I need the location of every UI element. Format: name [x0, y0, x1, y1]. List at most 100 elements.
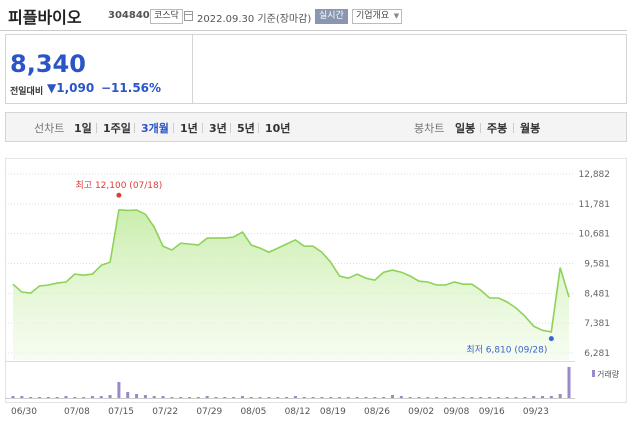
candle-tab[interactable]: 주봉	[487, 122, 508, 135]
tab-separator	[258, 123, 259, 133]
volume-bar	[126, 392, 130, 398]
volume-bar	[90, 396, 94, 398]
extreme-label: 최저 6,810 (09/28)	[466, 345, 547, 356]
volume-bar	[523, 397, 527, 398]
tab-separator	[480, 123, 481, 133]
divider	[0, 30, 627, 31]
volume-bar	[417, 397, 421, 398]
volume-bar	[46, 397, 50, 398]
volume-bar	[135, 394, 139, 398]
price-line	[12, 208, 570, 333]
x-tick-label: 09/16	[479, 407, 505, 417]
volume-bar	[82, 397, 86, 398]
tab-separator	[513, 123, 514, 133]
volume-bar	[532, 396, 536, 398]
line-chart-label: 선차트	[34, 122, 65, 135]
volume-bar	[108, 395, 112, 398]
volume-bar	[188, 397, 192, 398]
volume-bar	[408, 397, 412, 398]
x-tick-label: 08/19	[320, 407, 346, 417]
volume-bar	[214, 397, 218, 398]
company-button[interactable]: 기업개요 ▼	[352, 9, 403, 24]
volume-bar	[64, 396, 68, 398]
volume-bar	[479, 397, 483, 398]
volume-bar	[452, 397, 456, 398]
down-arrow: ▼	[47, 81, 57, 95]
y-tick-label: 12,882	[579, 170, 611, 180]
change: ▼1,090	[47, 81, 94, 95]
period-tab[interactable]: 1년	[180, 122, 198, 135]
change-label: 전일대비	[10, 87, 44, 97]
y-tick-label: 9,581	[584, 260, 610, 270]
tab-separator	[230, 123, 231, 133]
tab-separator	[173, 123, 174, 133]
extreme-dot	[548, 336, 554, 342]
volume-bar	[390, 395, 394, 398]
tab-separator	[202, 123, 203, 133]
volume-bar	[29, 397, 33, 398]
volume-bar	[143, 395, 147, 398]
volume-bar	[293, 396, 297, 398]
volume-bar	[488, 397, 492, 398]
volume-bar	[73, 397, 77, 398]
date: 2022.09.30 기준(장마감)	[197, 14, 312, 25]
realtime-button[interactable]: 실시간	[315, 9, 348, 24]
y-tick-label: 7,381	[584, 319, 610, 329]
price: 8,340	[10, 50, 86, 78]
volume-bar	[496, 397, 500, 398]
volume-bar	[223, 397, 227, 398]
volume-bar	[443, 397, 447, 398]
volume-bar	[382, 397, 386, 398]
stock-code: 304840	[108, 10, 150, 21]
volume-bar	[55, 397, 59, 398]
volume-bar	[276, 397, 280, 398]
volume-bar	[541, 396, 545, 398]
volume-bar	[20, 396, 24, 398]
extreme-label: 최고 12,100 (07/18)	[76, 180, 163, 191]
volume-bar	[205, 396, 209, 398]
candle-tab[interactable]: 월봉	[520, 122, 541, 135]
change-value: 1,090	[56, 81, 95, 95]
volume-bar	[364, 397, 368, 398]
volume-bar	[435, 397, 439, 398]
market-tag: 코스닥	[150, 9, 183, 24]
volume-bar	[461, 397, 465, 398]
volume-bar	[514, 397, 518, 398]
volume-bar	[152, 396, 156, 398]
volume-bar	[558, 394, 562, 398]
volume-bar	[117, 382, 121, 398]
x-tick-label: 07/29	[196, 407, 222, 417]
period-tab[interactable]: 3개월	[141, 122, 169, 135]
x-tick-label: 08/05	[240, 407, 266, 417]
x-tick-label: 08/26	[364, 407, 390, 417]
period-tab[interactable]: 1일	[74, 122, 92, 135]
extreme-dot	[116, 192, 122, 198]
stock-name: 피플바이오	[8, 8, 82, 27]
volume-bar	[567, 367, 571, 398]
dropdown-arrow: ▼	[393, 12, 400, 20]
volume-bar	[196, 397, 200, 398]
volume-bar	[240, 396, 244, 398]
x-tick-label: 08/12	[285, 407, 311, 417]
period-tab[interactable]: 3년	[209, 122, 227, 135]
volume-bar	[320, 397, 324, 398]
volume-bar	[302, 397, 306, 398]
x-tick-label: 09/08	[443, 407, 469, 417]
y-tick-label: 11,781	[579, 200, 611, 210]
area-fill	[13, 209, 569, 360]
period-tab[interactable]: 10년	[265, 122, 291, 135]
volume-bar	[346, 397, 350, 398]
volume-bar	[470, 397, 474, 398]
period-tab[interactable]: 1주일	[103, 122, 131, 135]
quote-divider	[192, 34, 193, 104]
y-tick-label: 6,281	[584, 349, 610, 359]
period-tab[interactable]: 5년	[237, 122, 255, 135]
candle-tab[interactable]: 일봉	[455, 122, 476, 135]
x-tick-label: 09/02	[408, 407, 434, 417]
volume-bar	[232, 397, 236, 398]
y-tick-label: 8,481	[584, 289, 610, 299]
volume-bar	[258, 397, 262, 398]
volume-bar	[338, 397, 342, 398]
